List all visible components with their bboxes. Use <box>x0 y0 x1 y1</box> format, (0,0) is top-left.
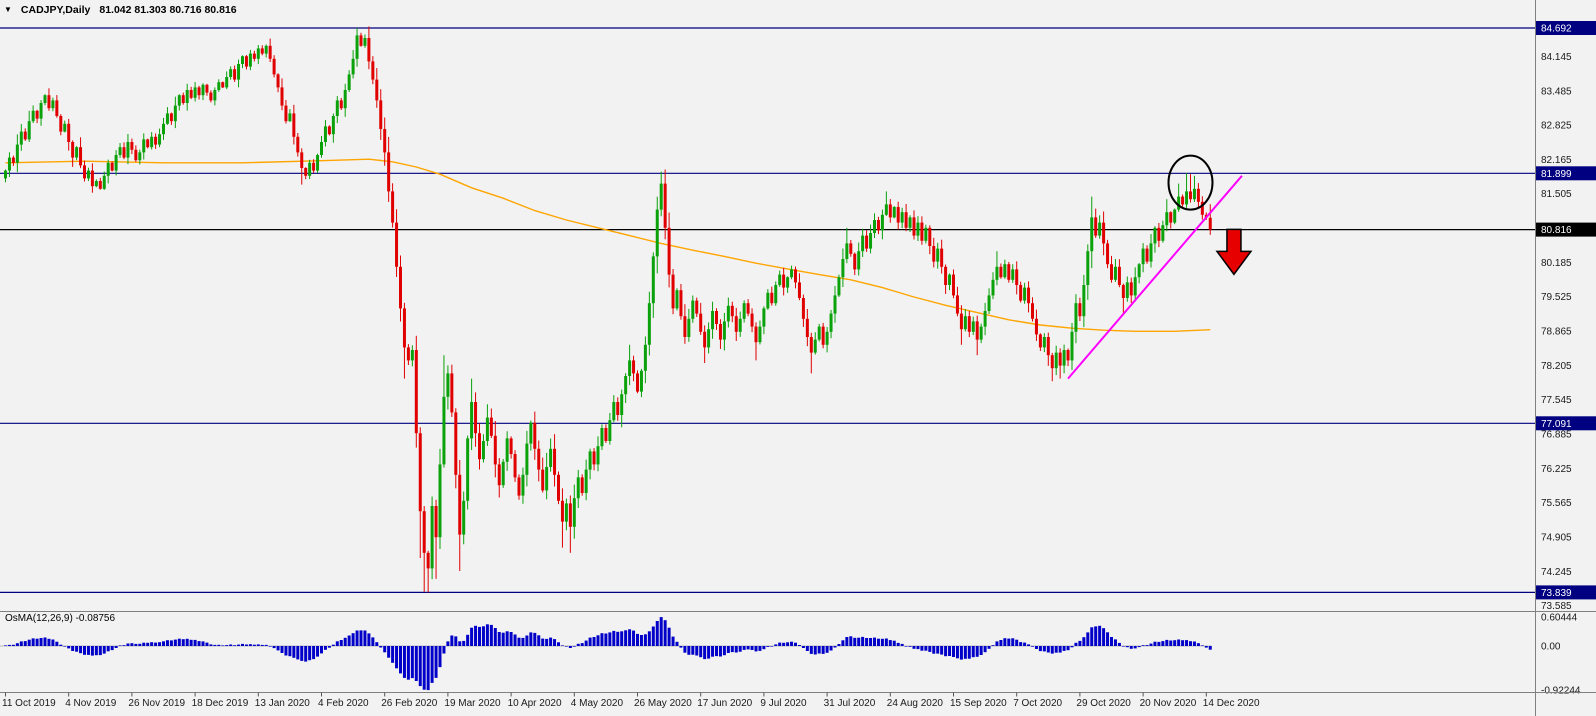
price-badge-label: 73.839 <box>1541 588 1572 599</box>
osma-tick-label: 0.00 <box>1541 642 1561 653</box>
date-tick-label: 11 Oct 2019 <box>2 698 56 709</box>
indicator-label: OsMA(12,26,9) -0.08756 <box>5 613 116 624</box>
date-tick-label: 14 Dec 2020 <box>1203 698 1260 709</box>
price-tick-label: 84.145 <box>1541 52 1572 63</box>
date-tick-label: 24 Aug 2020 <box>887 698 944 709</box>
price-badge <box>1536 222 1596 237</box>
ohlc-values: 81.042 81.303 80.716 80.816 <box>99 4 237 16</box>
price-badge <box>1536 21 1596 35</box>
price-tick-label: 82.825 <box>1541 121 1572 132</box>
price-badge-label: 84.692 <box>1541 24 1572 35</box>
price-tick-label: 79.525 <box>1541 292 1572 303</box>
price-tick-label: 75.565 <box>1541 498 1572 509</box>
date-tick-label: 4 Nov 2019 <box>65 698 117 709</box>
osma-histogram <box>0 617 1212 691</box>
price-tick-label: 73.585 <box>1541 601 1572 612</box>
date-tick-label: 26 May 2020 <box>634 698 692 709</box>
price-tick-label: 74.245 <box>1541 567 1572 578</box>
date-tick-label: 18 Dec 2019 <box>192 698 249 709</box>
date-tick-label: 19 Mar 2020 <box>444 698 501 709</box>
chart-title-bar: ▼ CADJPY,Daily 81.042 81.303 80.716 80.8… <box>4 4 237 16</box>
price-tick-label: 80.185 <box>1541 258 1572 269</box>
price-badge-label: 77.091 <box>1541 419 1572 430</box>
trendline[interactable] <box>1067 175 1243 380</box>
date-tick-label: 17 Jun 2020 <box>697 698 752 709</box>
date-tick-label: 31 Jul 2020 <box>824 698 876 709</box>
price-badge-label: 80.816 <box>1541 225 1572 236</box>
price-tick-label: 82.165 <box>1541 155 1572 166</box>
price-badge <box>1536 416 1596 431</box>
level-lines[interactable] <box>0 27 1535 594</box>
osma-tick-label: -0.92244 <box>1541 686 1581 697</box>
price-badge-label: 81.899 <box>1541 169 1572 180</box>
time-axis[interactable]: 11 Oct 2019 4 Nov 2019 26 Nov 2019 18 Dec 2… <box>0 611 1596 710</box>
price-tick-label: 76.885 <box>1541 430 1572 441</box>
symbol-dropdown-icon: ▼ <box>4 5 12 14</box>
date-tick-label: 4 May 2020 <box>571 698 624 709</box>
price-tick-label: 77.545 <box>1541 395 1572 406</box>
price-axis[interactable]: 84.145 83.485 82.825 82.165 81.505 80.185 79.5… <box>1535 0 1596 716</box>
date-tick-label: 9 Jul 2020 <box>760 698 807 709</box>
date-tick-label: 10 Apr 2020 <box>508 698 562 709</box>
symbol-timeframe-label: CADJPY,Daily <box>20 4 91 16</box>
price-tick-label: 81.505 <box>1541 189 1572 200</box>
date-tick-label: 7 Oct 2020 <box>1013 698 1062 709</box>
price-badge <box>1536 166 1596 181</box>
date-tick-label: 26 Feb 2020 <box>381 698 438 709</box>
candles-layer <box>4 26 1212 593</box>
price-tick-label: 74.905 <box>1541 532 1572 543</box>
date-tick-label: 15 Sep 2020 <box>950 698 1007 709</box>
price-tick-label: 78.865 <box>1541 327 1572 338</box>
date-tick-label: 29 Oct 2020 <box>1076 698 1131 709</box>
circle-annotation[interactable] <box>1167 154 1214 211</box>
date-tick-label: 20 Nov 2020 <box>1140 698 1197 709</box>
osma-tick-label: 0.60444 <box>1541 613 1578 624</box>
price-tick-label: 76.225 <box>1541 464 1572 475</box>
ma-line <box>5 158 1211 332</box>
price-badge <box>1536 585 1596 600</box>
date-tick-label: 13 Jan 2020 <box>255 698 310 709</box>
price-tick-label: 78.205 <box>1541 361 1572 372</box>
down-arrow-annotation[interactable] <box>1215 228 1253 276</box>
date-tick-label: 4 Feb 2020 <box>318 698 369 709</box>
price-tick-label: 83.485 <box>1541 86 1572 97</box>
date-tick-label: 26 Nov 2019 <box>128 698 185 709</box>
